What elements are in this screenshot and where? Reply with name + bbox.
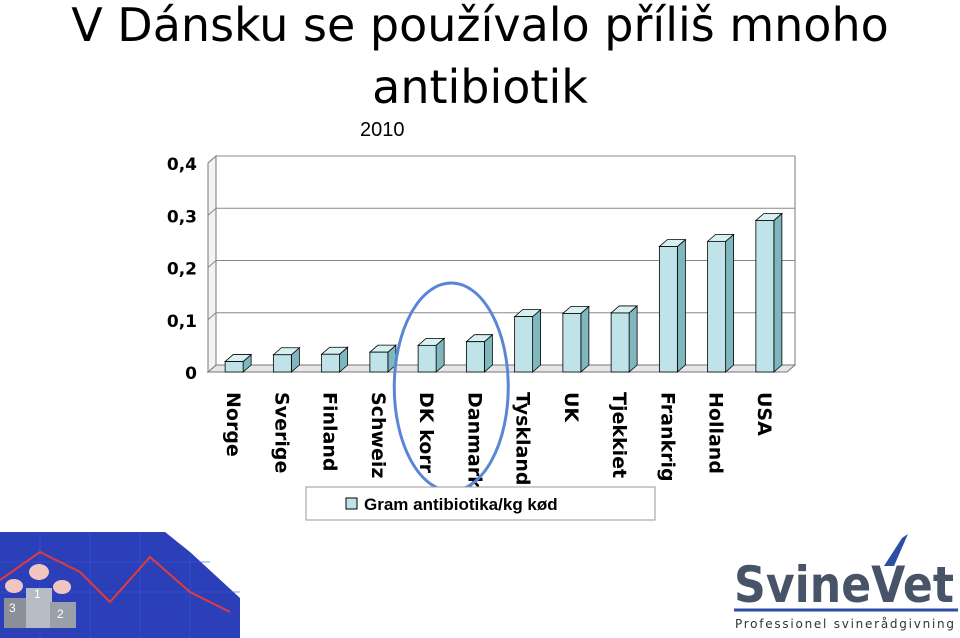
x-tick-label: Sverige xyxy=(270,392,292,473)
bar-side xyxy=(725,233,735,373)
slide-title-line1: V Dánsku se používalo příliš mnoho xyxy=(71,0,889,52)
y-tick-label: 0,4 xyxy=(167,155,197,175)
x-tick-label: Norge xyxy=(222,392,244,457)
y-tick-label: 0,3 xyxy=(167,207,197,227)
x-tick-label: Schweiz xyxy=(367,392,389,478)
bar-side xyxy=(628,305,638,373)
gridline xyxy=(207,260,795,268)
x-tick-label: Danmark xyxy=(463,392,485,489)
bar-side xyxy=(532,308,542,373)
bar-chart: 2010 0 0,1 0,2 0,3 0,4 Norge Sverige Finland Sch… xyxy=(167,119,797,521)
legend-box xyxy=(305,486,656,521)
x-tick-label: Frankrig xyxy=(656,392,678,482)
pig-2 xyxy=(29,564,49,580)
bar xyxy=(224,361,244,373)
x-tick-label: UK xyxy=(560,392,582,423)
bar xyxy=(658,246,678,373)
bar-side xyxy=(676,238,686,373)
bar xyxy=(514,316,534,373)
chart-title: 2010 xyxy=(360,119,405,141)
pig-3 xyxy=(53,580,71,594)
x-tick-label: USA xyxy=(753,392,775,436)
x-tick-label: DK korr xyxy=(415,392,437,474)
gridline xyxy=(207,312,795,321)
logo-swoosh xyxy=(884,534,908,566)
y-tick-label: 0,2 xyxy=(167,260,197,280)
podium-3 xyxy=(4,598,28,628)
y-tick-label: 0 xyxy=(185,364,197,384)
x-tick-label: Finland xyxy=(319,392,341,471)
slide-title: V Dánsku se používalo příliš mnoho antib… xyxy=(0,0,960,118)
bar xyxy=(272,354,292,373)
bar xyxy=(417,344,437,373)
podium-label-3: 3 xyxy=(9,601,16,615)
bar xyxy=(610,312,630,373)
bar xyxy=(562,313,582,373)
bar xyxy=(465,341,485,373)
legend-swatch xyxy=(345,497,358,510)
x-tick-label: Holland xyxy=(705,392,727,474)
chart-legend: Gram antibiotika/kg kød xyxy=(305,486,656,521)
logo-tagline: Professionel svinerådgivning xyxy=(735,617,955,631)
podium-label-1: 1 xyxy=(34,587,41,601)
x-tick-label: Tyskland xyxy=(512,392,534,486)
podium-1 xyxy=(26,588,52,628)
podium-label-2: 2 xyxy=(57,607,64,621)
plot-area: 0 0,1 0,2 0,3 0,4 Norge Sverige Finland Schweiz D… xyxy=(167,154,797,493)
gridline xyxy=(207,155,795,164)
gridline xyxy=(207,207,795,216)
bar xyxy=(755,220,775,373)
podium-2 xyxy=(50,602,76,628)
trend-line xyxy=(0,550,231,613)
x-tick-label: Tjekkiet xyxy=(608,392,630,478)
logo-brand: SvineVet xyxy=(734,556,954,614)
bar xyxy=(707,240,727,373)
legend-label: Gram antibiotika/kg kød xyxy=(364,495,558,514)
bar-side xyxy=(773,212,783,373)
slide-title-line2: antibiotik xyxy=(372,60,588,114)
svinevet-logo: SvineVet Professionel svinerådgivning xyxy=(734,534,958,631)
bar xyxy=(369,351,389,373)
pig-1 xyxy=(5,579,23,593)
bar-side xyxy=(580,305,590,373)
podium-pigs-illustration: 3 1 2 xyxy=(0,532,240,638)
bar xyxy=(321,353,341,373)
y-tick-label: 0,1 xyxy=(167,312,197,332)
